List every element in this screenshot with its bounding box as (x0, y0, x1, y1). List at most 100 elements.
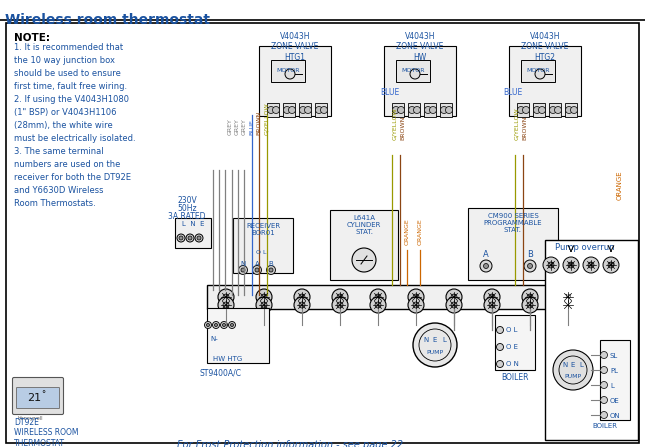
Circle shape (266, 266, 275, 274)
Circle shape (408, 297, 424, 313)
Text: O L: O L (256, 250, 266, 255)
Circle shape (332, 297, 348, 313)
Circle shape (186, 234, 194, 242)
Circle shape (568, 262, 574, 268)
Bar (424, 103, 436, 117)
Text: G/YELLOW: G/YELLOW (393, 107, 397, 140)
Text: BROWN: BROWN (401, 116, 406, 140)
Circle shape (600, 351, 608, 358)
Circle shape (223, 294, 229, 300)
Text: N: N (562, 362, 568, 368)
Circle shape (408, 106, 415, 114)
Text: 6: 6 (414, 295, 418, 299)
Bar (384, 46, 456, 116)
Circle shape (527, 302, 533, 308)
Text: GREY: GREY (235, 118, 239, 135)
Circle shape (304, 106, 312, 114)
Text: O N: O N (506, 361, 519, 367)
Text: ORANGE: ORANGE (617, 170, 623, 200)
Circle shape (489, 294, 495, 300)
Bar (315, 103, 327, 117)
Circle shape (393, 106, 399, 114)
Circle shape (484, 263, 488, 269)
Text: and Y6630D Wireless: and Y6630D Wireless (14, 186, 103, 195)
Circle shape (299, 302, 305, 308)
Circle shape (195, 234, 203, 242)
Circle shape (543, 257, 559, 273)
Circle shape (527, 294, 533, 300)
Circle shape (553, 350, 593, 390)
Bar (392, 103, 404, 117)
Text: 1. It is recommended that: 1. It is recommended that (14, 43, 123, 52)
Text: the 10 way junction box: the 10 way junction box (14, 56, 115, 65)
Circle shape (608, 262, 614, 268)
Circle shape (413, 294, 419, 300)
Circle shape (600, 412, 608, 418)
Bar (283, 103, 295, 117)
Text: G/YELLOW: G/YELLOW (264, 102, 270, 135)
Text: O E: O E (506, 344, 518, 350)
Text: NOTE:: NOTE: (14, 33, 50, 43)
Circle shape (484, 289, 500, 305)
Circle shape (218, 297, 234, 313)
Text: B: B (268, 261, 273, 267)
Text: BROWN: BROWN (257, 110, 261, 135)
Circle shape (239, 266, 248, 274)
Bar (299, 103, 311, 117)
Circle shape (397, 106, 404, 114)
Text: BLUE: BLUE (503, 88, 522, 97)
Circle shape (284, 106, 290, 114)
Text: CM900 SERIES
PROGRAMMABLE
STAT.: CM900 SERIES PROGRAMMABLE STAT. (484, 213, 542, 233)
Circle shape (332, 289, 348, 305)
Circle shape (272, 106, 279, 114)
Circle shape (321, 106, 328, 114)
Text: A: A (483, 250, 489, 259)
Circle shape (563, 257, 579, 273)
Text: BLUE: BLUE (250, 119, 255, 135)
Circle shape (600, 367, 608, 374)
Bar (175, 218, 211, 248)
Text: BOILER: BOILER (593, 423, 617, 429)
Text: HW HTG: HW HTG (213, 356, 243, 362)
Bar (600, 340, 630, 420)
Text: BOILER: BOILER (501, 373, 529, 382)
Text: MOTOR: MOTOR (276, 68, 300, 73)
Circle shape (497, 360, 504, 367)
Bar (549, 103, 561, 117)
Bar (396, 60, 430, 82)
Circle shape (228, 321, 235, 329)
Circle shape (206, 324, 210, 326)
Text: N: N (423, 337, 429, 343)
Circle shape (256, 297, 272, 313)
Bar (565, 103, 577, 117)
Bar (408, 103, 420, 117)
Text: O L: O L (506, 327, 517, 333)
Text: 50Hz: 50Hz (177, 204, 197, 213)
Text: MOTOR: MOTOR (401, 68, 425, 73)
Text: 5: 5 (376, 295, 380, 299)
Bar (517, 103, 529, 117)
Bar (509, 46, 581, 116)
Text: L: L (579, 362, 583, 368)
Circle shape (285, 69, 295, 79)
Circle shape (294, 289, 310, 305)
Circle shape (446, 297, 462, 313)
Text: BROWN: BROWN (522, 116, 528, 140)
Text: °: ° (41, 391, 45, 400)
Text: GREY: GREY (228, 118, 232, 135)
Circle shape (288, 106, 295, 114)
Circle shape (548, 262, 554, 268)
Circle shape (413, 302, 419, 308)
Circle shape (565, 294, 571, 300)
Bar (259, 46, 331, 116)
Circle shape (600, 396, 608, 404)
FancyBboxPatch shape (12, 378, 63, 414)
Circle shape (533, 106, 541, 114)
Text: numbers are used on the: numbers are used on the (14, 160, 121, 169)
Circle shape (294, 297, 310, 313)
Text: first time, fault free wiring.: first time, fault free wiring. (14, 82, 127, 91)
Circle shape (451, 294, 457, 300)
Text: 230V: 230V (177, 196, 197, 205)
Text: 9: 9 (528, 295, 531, 299)
Circle shape (255, 268, 259, 272)
